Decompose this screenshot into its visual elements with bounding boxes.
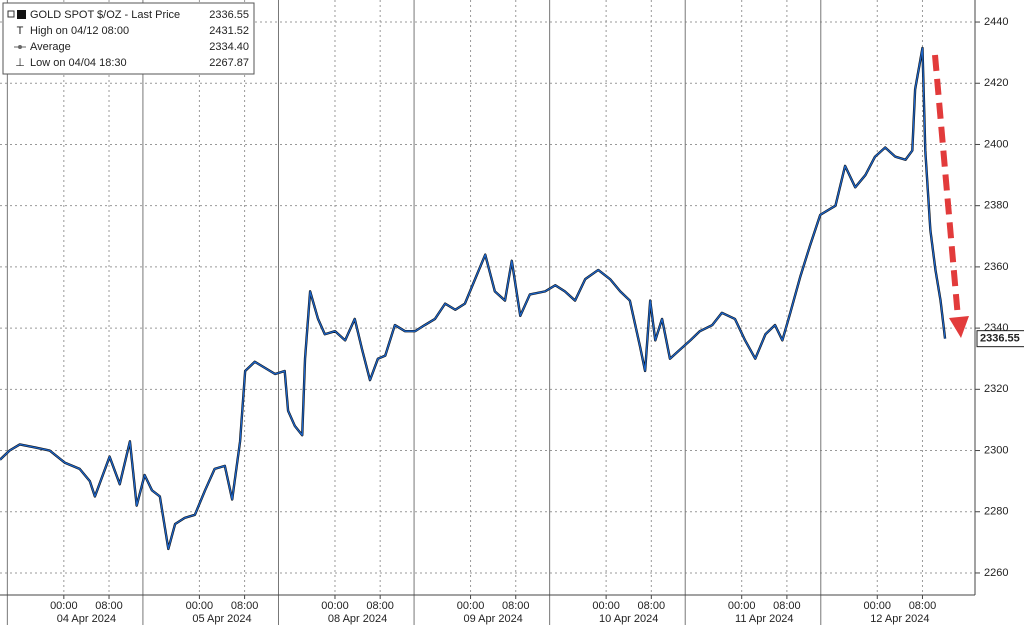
price-line xyxy=(0,47,946,550)
legend-stat-label: Average xyxy=(30,41,71,53)
plot xyxy=(0,46,947,551)
x-tick-label: 00:00 xyxy=(321,600,349,612)
x-tick-label: 08:00 xyxy=(638,600,666,612)
legend-stat-value: 2334.40 xyxy=(209,41,249,53)
grid xyxy=(0,0,975,625)
legend-stat-label: High on 04/12 08:00 xyxy=(30,25,129,37)
x-tick-label: 08:00 xyxy=(95,600,123,612)
legend: GOLD SPOT $/OZ - Last Price 2336.55 T Hi… xyxy=(2,2,255,75)
y-tick-label: 2380 xyxy=(984,200,1008,212)
x-tick-label: 08:00 xyxy=(773,600,801,612)
legend-icon-high: T xyxy=(17,25,24,37)
date-label: 11 Apr 2024 xyxy=(735,613,794,625)
x-tick-label: 00:00 xyxy=(592,600,620,612)
date-label: 12 Apr 2024 xyxy=(870,613,929,625)
y-tick-label: 2280 xyxy=(984,506,1008,518)
x-tick-label: 00:00 xyxy=(186,600,214,612)
x-tick-label: 08:00 xyxy=(366,600,394,612)
last-price-label: 2336.55 xyxy=(980,333,1020,345)
y-tick-label: 2420 xyxy=(984,77,1008,89)
y-tick-label: 2400 xyxy=(984,138,1008,150)
x-tick-label: 08:00 xyxy=(909,600,937,612)
date-label: 04 Apr 2024 xyxy=(57,613,116,625)
legend-icon-average-dot xyxy=(18,45,22,49)
date-label: 09 Apr 2024 xyxy=(463,613,522,625)
legend-toggle xyxy=(7,10,15,18)
legend-swatch xyxy=(17,10,26,19)
y-tick-label: 2300 xyxy=(984,444,1008,456)
x-tick-label: 00:00 xyxy=(457,600,485,612)
x-tick-label: 08:00 xyxy=(502,600,530,612)
legend-stat-value: 2267.87 xyxy=(209,57,249,69)
legend-stat-label: Low on 04/04 18:30 xyxy=(30,57,127,69)
x-tick-label: 08:00 xyxy=(231,600,259,612)
x-tick-label: 00:00 xyxy=(728,600,756,612)
legend-series-name: GOLD SPOT $/OZ - Last Price xyxy=(30,9,180,21)
legend-stat-value: 2431.52 xyxy=(209,25,249,37)
date-label: 10 Apr 2024 xyxy=(599,613,658,625)
arrow-head xyxy=(949,316,969,338)
date-label: 08 Apr 2024 xyxy=(328,613,387,625)
legend-icon-low: ⊥ xyxy=(15,57,25,69)
legend-last-price: 2336.55 xyxy=(209,9,249,21)
x-tick-label: 00:00 xyxy=(50,600,78,612)
legend-box xyxy=(2,2,255,75)
y-tick-label: 2440 xyxy=(984,16,1008,28)
y-tick-label: 2320 xyxy=(984,383,1008,395)
down-arrow xyxy=(932,54,969,338)
arrow-shaft xyxy=(932,54,961,319)
date-label: 05 Apr 2024 xyxy=(192,613,251,625)
y-tick-label: 2260 xyxy=(984,567,1008,579)
x-tick-label: 00:00 xyxy=(864,600,892,612)
y-tick-label: 2360 xyxy=(984,261,1008,273)
last-price-tag xyxy=(976,330,1024,348)
